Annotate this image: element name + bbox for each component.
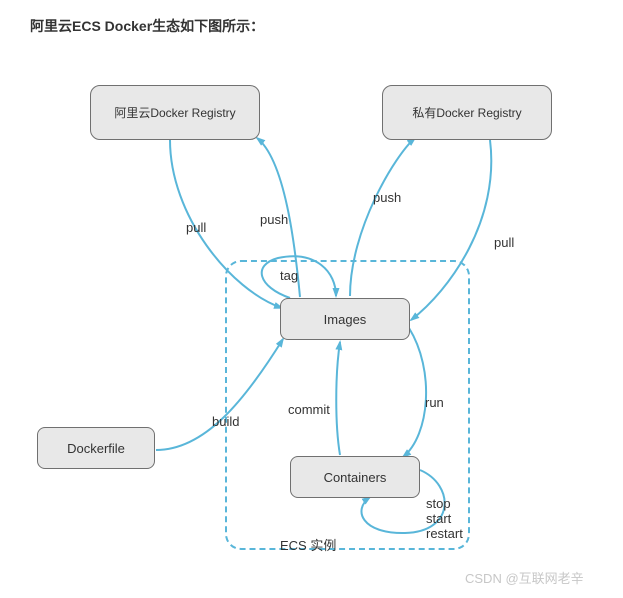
label-pull-aliyun: pull <box>186 220 206 235</box>
node-aliyun-registry: 阿里云Docker Registry <box>90 85 260 140</box>
node-containers: Containers <box>290 456 420 498</box>
node-images: Images <box>280 298 410 340</box>
page-title: 阿里云ECS Docker生态如下图所示： <box>30 16 264 36</box>
label-push-private: push <box>373 190 401 205</box>
node-dockerfile: Dockerfile <box>37 427 155 469</box>
ecs-instance-label: ECS 实例 <box>280 535 336 554</box>
label-tag: tag <box>280 268 298 283</box>
label-lifecycle: stop start restart <box>426 497 463 542</box>
node-private-registry: 私有Docker Registry <box>382 85 552 140</box>
watermark: CSDN @互联网老辛 <box>465 568 584 587</box>
label-commit: commit <box>288 402 330 417</box>
label-run: run <box>425 395 444 410</box>
label-build: build <box>212 414 239 429</box>
label-push-aliyun: push <box>260 212 288 227</box>
label-pull-private: pull <box>494 235 514 250</box>
